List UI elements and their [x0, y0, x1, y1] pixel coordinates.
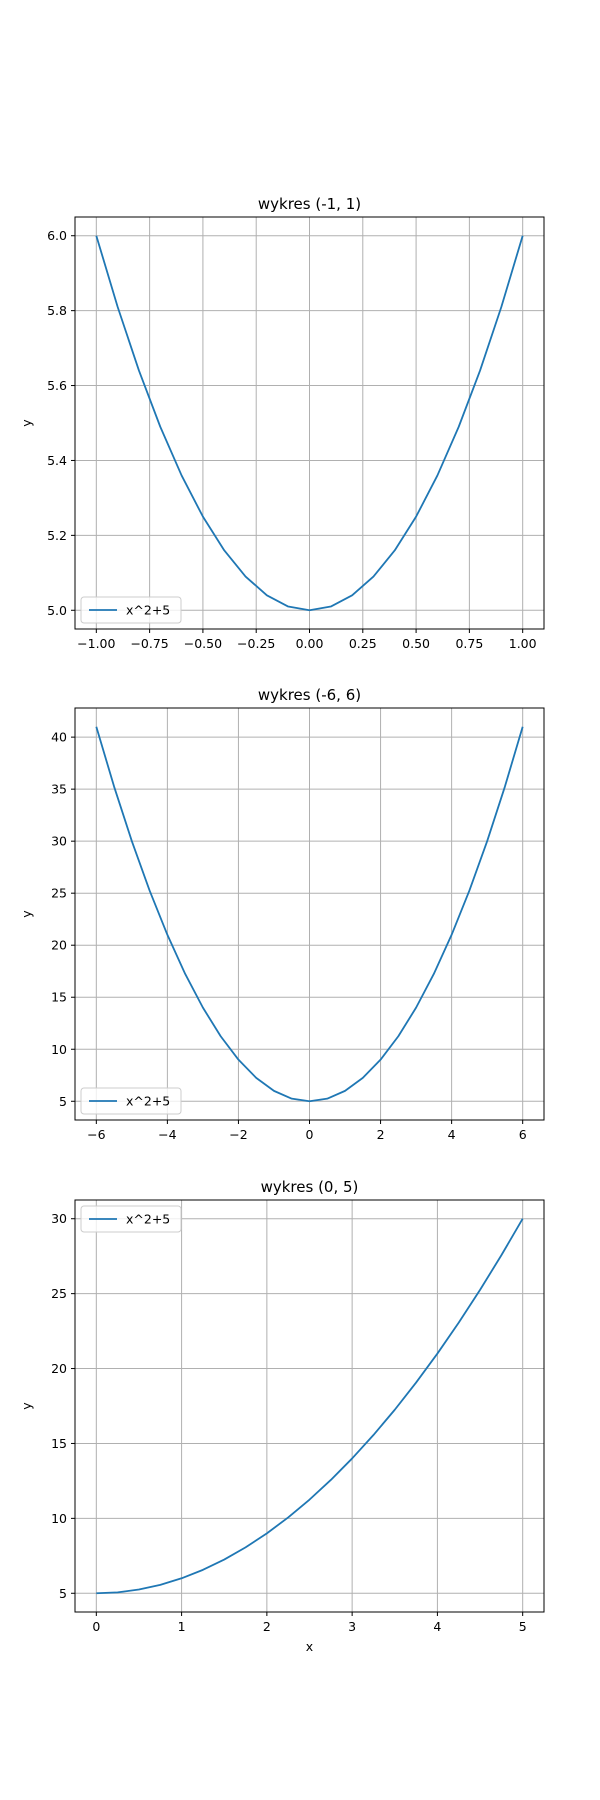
- x-axis-label: x: [306, 1639, 313, 1654]
- y-tick-label: 20: [51, 1361, 67, 1376]
- y-tick-label: 5.2: [47, 528, 67, 543]
- x-tick-label: 0.00: [296, 636, 324, 651]
- y-tick-label: 10: [51, 1042, 67, 1057]
- y-tick-label: 30: [51, 834, 67, 849]
- x-tick-label: 2: [263, 1619, 271, 1634]
- y-tick-label: 40: [51, 730, 67, 745]
- x-tick-label: −0.75: [130, 636, 168, 651]
- y-tick-label: 5: [59, 1586, 67, 1601]
- x-tick-label: 0.25: [349, 636, 377, 651]
- y-tick-label: 25: [51, 1286, 67, 1301]
- y-tick-label: 5.4: [47, 453, 67, 468]
- legend: x^2+5: [80, 1205, 182, 1233]
- x-tick-label: 3: [348, 1619, 356, 1634]
- y-axis-label: y: [19, 419, 34, 427]
- legend: x^2+5: [80, 596, 182, 624]
- y-tick-label: 15: [51, 1436, 67, 1451]
- x-tick-label: −0.25: [237, 636, 275, 651]
- y-tick-label: 15: [51, 990, 67, 1005]
- legend-box: [80, 596, 182, 624]
- y-tick-label: 5.6: [47, 378, 67, 393]
- chart-2: wykres (-6, 6) −6 −4 −2 0 2 4 6 5 10 15 20 25 30 35 40 y…: [19, 686, 545, 1142]
- x-tick-label: 0.50: [402, 636, 430, 651]
- series-line: [95, 726, 524, 1103]
- series-line: [96, 1218, 524, 1595]
- y-tick-label: 25: [51, 886, 67, 901]
- x-tick-label: 2: [377, 1127, 385, 1142]
- x-tick-label: −1.00: [77, 636, 115, 651]
- x-tick-label: 4: [448, 1127, 456, 1142]
- chart-title: wykres (0, 5): [261, 1178, 359, 1196]
- y-tick-label: 35: [51, 782, 67, 797]
- x-tick-label: −0.50: [184, 636, 222, 651]
- legend-label: x^2+5: [126, 603, 170, 618]
- y-tick-label: 5.8: [47, 303, 67, 318]
- x-tick-label: 0: [92, 1619, 100, 1634]
- chart-1: wykres (-1, 1) −1.00 −0.75 −0.50 −0.25 0.00 0.…: [19, 195, 545, 651]
- x-tick-label: 1: [178, 1619, 186, 1634]
- x-tick-label: −4: [158, 1127, 176, 1142]
- x-tick-label: 0: [306, 1127, 314, 1142]
- x-tick-label: −2: [229, 1127, 247, 1142]
- legend-box: [80, 1087, 182, 1115]
- x-tick-label: 6: [519, 1127, 527, 1142]
- y-axis-label: y: [19, 1402, 34, 1410]
- series-line: [95, 235, 524, 612]
- chart-3: wykres (0, 5) 0 1 2 3 4 5 5 10 15 20 25 30 y x x^2+5: [19, 1178, 545, 1654]
- legend-label: x^2+5: [126, 1212, 170, 1227]
- plot-frame: [74, 1199, 545, 1613]
- y-tick-label: 30: [51, 1211, 67, 1226]
- y-tick-label: 5.0: [47, 603, 67, 618]
- x-tick-label: 5: [519, 1619, 527, 1634]
- y-tick-label: 6.0: [47, 228, 67, 243]
- chart-title: wykres (-6, 6): [258, 686, 361, 704]
- x-tick-label: 0.75: [455, 636, 483, 651]
- x-tick-label: −6: [87, 1127, 105, 1142]
- legend-label: x^2+5: [126, 1094, 170, 1109]
- y-axis-label: y: [19, 910, 34, 918]
- y-tick-label: 5: [59, 1094, 67, 1109]
- chart-title: wykres (-1, 1): [258, 195, 361, 213]
- y-tick-label: 10: [51, 1511, 67, 1526]
- legend-box: [80, 1205, 182, 1233]
- x-tick-label: 1.00: [509, 636, 537, 651]
- legend: x^2+5: [80, 1087, 182, 1115]
- x-tick-label: 4: [433, 1619, 441, 1634]
- y-tick-label: 20: [51, 938, 67, 953]
